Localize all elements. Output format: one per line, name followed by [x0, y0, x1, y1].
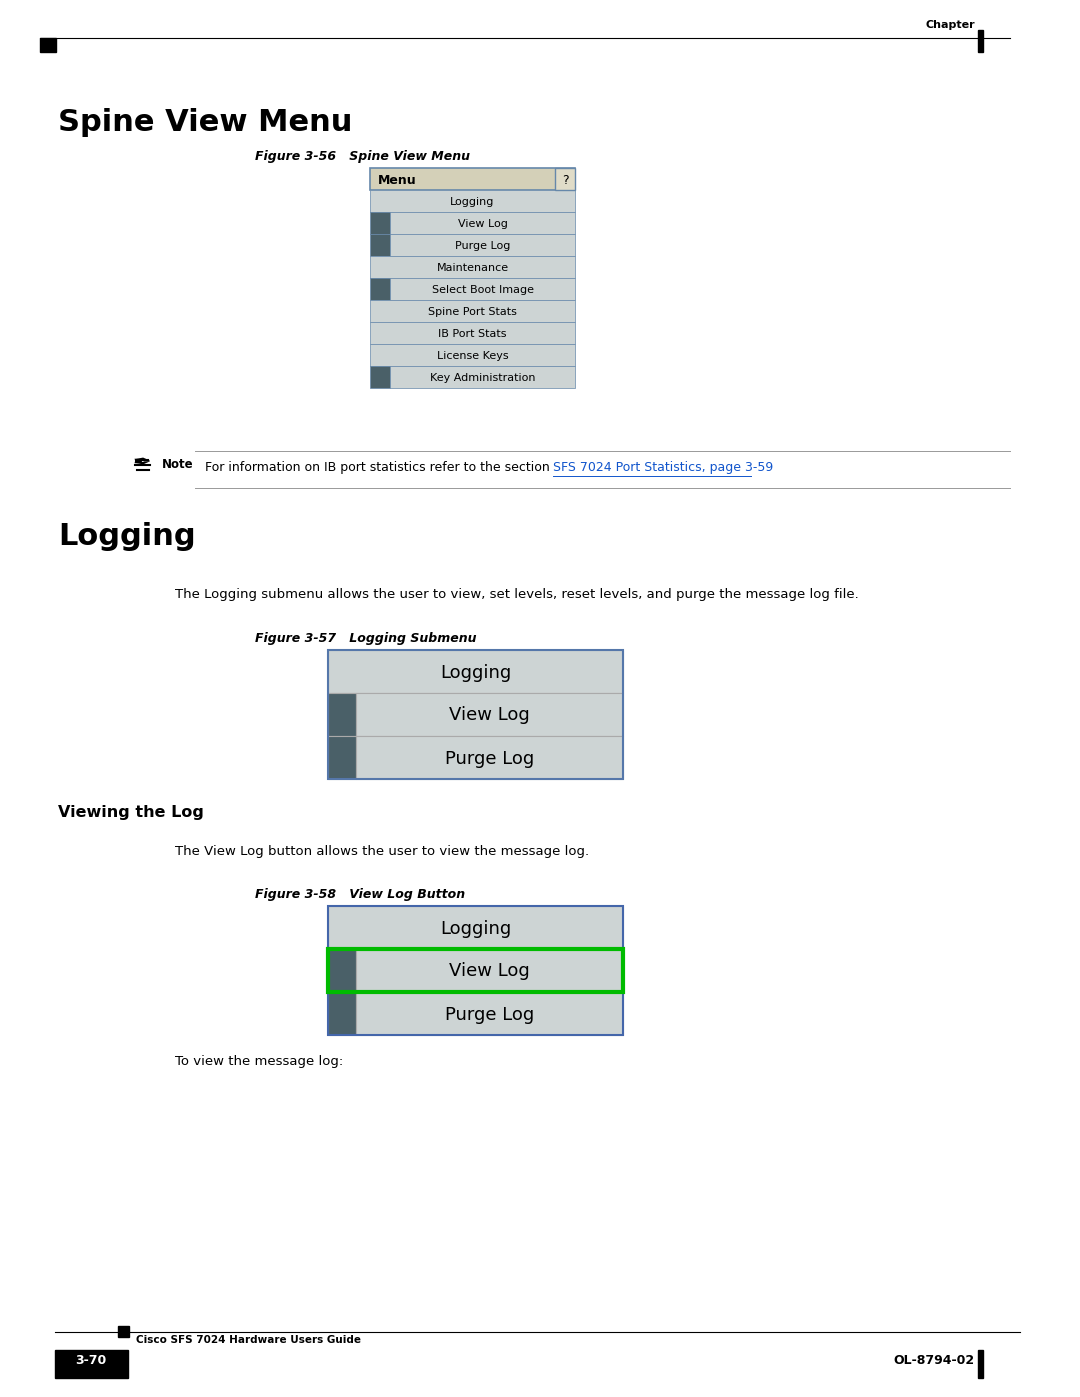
Text: Key Administration: Key Administration: [430, 373, 536, 383]
Bar: [356, 736, 623, 780]
Bar: [40, 38, 56, 52]
Bar: [370, 168, 575, 190]
Text: Chapter: Chapter: [926, 20, 975, 29]
Bar: [978, 29, 983, 52]
Bar: [356, 693, 623, 736]
Text: ✒: ✒: [133, 453, 151, 474]
Text: To view the message log:: To view the message log:: [175, 1055, 343, 1067]
Bar: [328, 650, 623, 693]
Text: Cisco SFS 7024 Hardware Users Guide: Cisco SFS 7024 Hardware Users Guide: [136, 1336, 361, 1345]
Bar: [390, 235, 575, 256]
Text: For information on IB port statistics refer to the section: For information on IB port statistics re…: [205, 461, 554, 474]
Bar: [370, 366, 390, 388]
Text: Note: Note: [162, 458, 193, 471]
Bar: [328, 650, 623, 780]
Text: ?: ?: [562, 173, 568, 187]
Bar: [370, 190, 575, 212]
Text: Spine Port Stats: Spine Port Stats: [428, 307, 517, 317]
Bar: [328, 736, 356, 780]
Text: Figure 3-58   View Log Button: Figure 3-58 View Log Button: [255, 888, 465, 901]
Bar: [328, 907, 623, 1035]
Text: Logging: Logging: [58, 522, 195, 550]
Bar: [390, 278, 575, 300]
Text: Maintenance: Maintenance: [436, 263, 509, 272]
Text: Purge Log: Purge Log: [455, 242, 510, 251]
Bar: [390, 366, 575, 388]
Text: View Log: View Log: [449, 707, 530, 725]
Bar: [55, 1350, 129, 1377]
Bar: [370, 278, 390, 300]
Text: Logging: Logging: [450, 197, 495, 207]
Text: The Logging submenu allows the user to view, set levels, reset levels, and purge: The Logging submenu allows the user to v…: [175, 588, 859, 601]
Text: License Keys: License Keys: [436, 351, 509, 360]
Bar: [328, 949, 356, 992]
Bar: [390, 212, 575, 235]
Bar: [328, 992, 356, 1035]
Text: Viewing the Log: Viewing the Log: [58, 805, 204, 820]
Bar: [328, 693, 356, 736]
Bar: [118, 1326, 129, 1337]
Text: Spine View Menu: Spine View Menu: [58, 108, 352, 137]
Bar: [370, 321, 575, 344]
Bar: [978, 1350, 983, 1377]
Text: OL-8794-02: OL-8794-02: [894, 1355, 975, 1368]
Bar: [370, 235, 390, 256]
Bar: [370, 300, 575, 321]
Text: Select Boot Image: Select Boot Image: [432, 285, 534, 295]
Text: Logging: Logging: [440, 919, 511, 937]
Text: 3-70: 3-70: [76, 1355, 107, 1368]
Text: SFS 7024 Port Statistics, page 3-59: SFS 7024 Port Statistics, page 3-59: [553, 461, 773, 474]
Text: The View Log button allows the user to view the message log.: The View Log button allows the user to v…: [175, 845, 589, 858]
Text: Purge Log: Purge Log: [445, 1006, 535, 1024]
Text: View Log: View Log: [449, 963, 530, 981]
Text: Menu: Menu: [378, 173, 417, 187]
Bar: [370, 256, 575, 278]
Text: Logging: Logging: [440, 664, 511, 682]
Bar: [370, 212, 390, 235]
Bar: [328, 949, 623, 992]
Text: IB Port Stats: IB Port Stats: [438, 330, 507, 339]
Bar: [370, 344, 575, 366]
Bar: [328, 907, 623, 949]
Text: Purge Log: Purge Log: [445, 750, 535, 767]
Text: Figure 3-57   Logging Submenu: Figure 3-57 Logging Submenu: [255, 631, 476, 645]
Text: View Log: View Log: [458, 219, 508, 229]
Text: Figure 3-56   Spine View Menu: Figure 3-56 Spine View Menu: [255, 149, 470, 163]
Bar: [356, 992, 623, 1035]
Bar: [356, 949, 623, 992]
Bar: [555, 168, 575, 190]
